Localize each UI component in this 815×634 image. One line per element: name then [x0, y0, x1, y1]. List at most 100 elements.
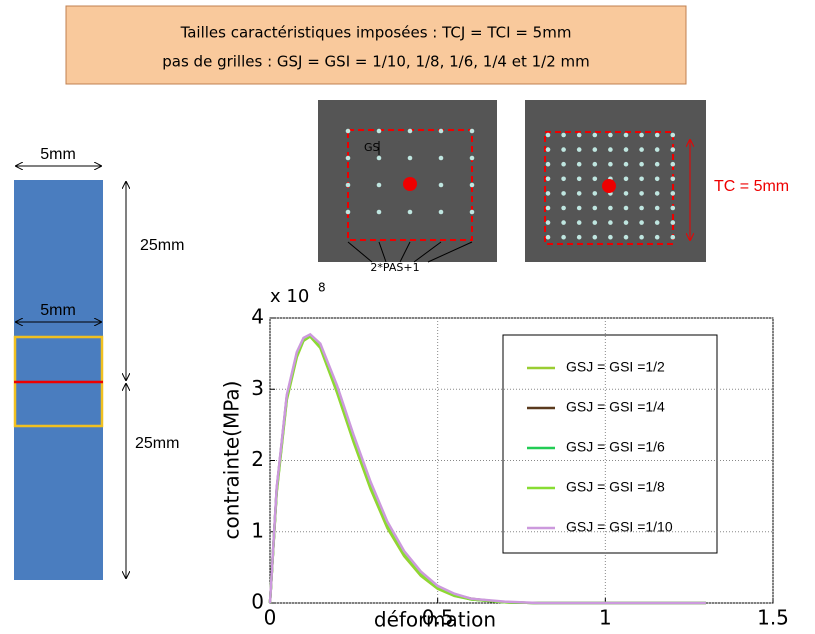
grid-dot — [576, 234, 582, 240]
dim-label: 25mm — [135, 435, 179, 452]
grid-dot — [376, 155, 382, 161]
center-dot — [403, 177, 417, 191]
dim-label: 5mm — [40, 302, 76, 319]
x-tick-label: 0 — [264, 606, 277, 630]
gs-label: GS — [364, 141, 380, 154]
x-tick-label: 0.5 — [422, 606, 454, 630]
grid-dot — [639, 220, 644, 225]
grid-dot — [608, 132, 613, 138]
grid-dot — [608, 161, 613, 167]
grid-dot — [561, 234, 566, 240]
grid-dot — [623, 205, 629, 211]
grid-dot — [670, 132, 676, 138]
grid-dot — [376, 128, 382, 134]
y-tick-label: 3 — [251, 376, 264, 400]
grid-dot — [345, 182, 351, 188]
grid-dot — [561, 176, 566, 182]
grid-dot — [561, 161, 566, 167]
grid-dot — [639, 132, 644, 138]
image-bg — [525, 100, 706, 262]
grid-dot — [623, 132, 629, 138]
grid-dot — [469, 128, 475, 134]
grid-dot — [654, 205, 660, 211]
grid-dot — [545, 234, 551, 240]
dim-label: 25mm — [140, 237, 184, 254]
grid-dot — [623, 161, 629, 167]
legend-label: GSJ = GSI =1/2 — [566, 359, 665, 375]
grid-dot — [545, 176, 551, 182]
exponent: 8 — [318, 281, 326, 295]
grid-dot — [670, 176, 676, 182]
grid-dot — [561, 147, 566, 152]
tc-label: TC = 5mm — [714, 178, 789, 195]
header-box — [65, 5, 687, 85]
header-line: Tailles caractéristiques imposées : TCJ … — [180, 24, 572, 42]
grid-dot — [407, 155, 413, 161]
grid-dot — [576, 205, 582, 211]
points-label: 2*PAS+1 — [370, 261, 419, 274]
grid-dot — [469, 182, 475, 188]
grid-dot — [545, 220, 551, 225]
grid-dot — [639, 176, 644, 182]
grid-dot — [469, 209, 475, 215]
grid-dot — [545, 205, 551, 211]
grid-dot — [670, 234, 676, 240]
grid-dot — [654, 132, 660, 138]
grid-dot — [592, 161, 598, 167]
grid-dot — [670, 161, 676, 167]
grid-dot — [639, 191, 644, 196]
grid-dot — [438, 155, 444, 161]
y-tick-label: 4 — [251, 305, 264, 329]
grid-dot — [561, 191, 566, 196]
grid-dot — [407, 209, 413, 215]
y-axis-label: contrainte(MPa) — [220, 381, 244, 540]
grid-dot — [623, 234, 629, 240]
grid-dot — [654, 147, 660, 152]
grid-image — [318, 100, 497, 262]
grid-dot — [608, 220, 613, 225]
grid-dot — [608, 147, 613, 152]
grid-dot — [345, 155, 351, 161]
series-line — [268, 332, 706, 605]
grid-dot — [623, 191, 629, 196]
grid-dot — [345, 209, 351, 215]
grid-dot — [592, 220, 598, 225]
grid-dot — [345, 128, 351, 134]
grid-dot — [576, 191, 582, 196]
pointer — [378, 241, 387, 263]
grid-dot — [469, 155, 475, 161]
grid-dot — [592, 191, 598, 196]
grid-dot — [670, 220, 676, 225]
dim-label: 5mm — [40, 146, 76, 163]
legend-label: GSJ = GSI =1/10 — [566, 519, 673, 535]
grid-dot — [576, 176, 582, 182]
grid-dot — [654, 191, 660, 196]
exponent-base: x 10 — [270, 286, 309, 307]
grid-dot — [576, 147, 582, 152]
grid-dot — [561, 205, 566, 211]
grid-dot — [623, 147, 629, 152]
grid-dot — [670, 191, 676, 196]
grid-dot — [623, 176, 629, 182]
grid-dot — [545, 147, 551, 152]
x-tick-label: 1 — [599, 606, 612, 630]
grid-dot — [639, 161, 644, 167]
grid-dot — [592, 234, 598, 240]
grid-dot — [438, 182, 444, 188]
legend-label: GSJ = GSI =1/4 — [566, 399, 665, 415]
legend-box — [502, 334, 718, 554]
y-tick-label: 1 — [251, 518, 264, 542]
grid-dot — [670, 205, 676, 211]
grid-dot — [654, 161, 660, 167]
grid-dot — [376, 182, 382, 188]
tc-box — [544, 131, 674, 245]
grid-dot — [592, 147, 598, 152]
grid-dot — [670, 147, 676, 152]
grid-dot — [623, 220, 629, 225]
legend-label: GSJ = GSI =1/8 — [566, 479, 665, 495]
legend-label: GSJ = GSI =1/6 — [566, 439, 665, 455]
grid-dot — [376, 209, 382, 215]
grid-dot — [654, 234, 660, 240]
grid-dot — [592, 132, 598, 138]
